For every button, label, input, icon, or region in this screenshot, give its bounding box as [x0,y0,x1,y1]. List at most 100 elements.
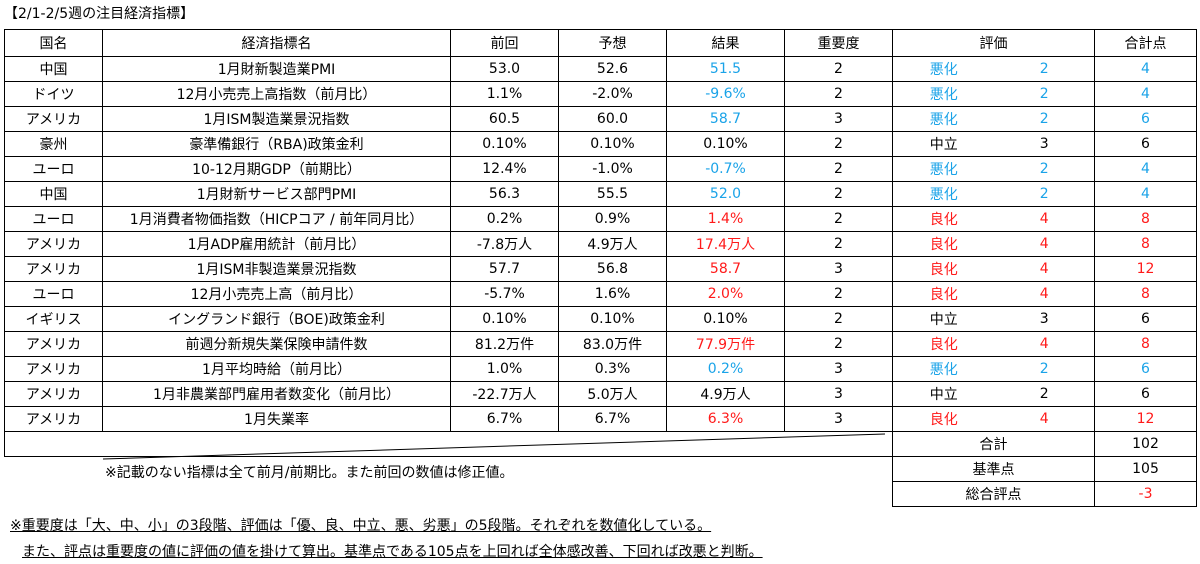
row-rating: 悪化 [892,106,995,132]
row-rating: 中立 [892,306,995,332]
row-importance: 3 [784,256,893,282]
row-score: 2 [994,381,1095,407]
row-total: 4 [1094,156,1197,182]
row-importance: 2 [784,331,893,357]
row-rating: 悪化 [892,356,995,382]
table-row: アメリカ 前週分新規失業保険申請件数 81.2万件 83.0万件 77.9万件 2 良化 4 8 [4,331,1197,357]
row-score: 2 [994,106,1095,132]
table-row: ユーロ 10-12月期GDP（前期比） 12.4% -1.0% -0.7% 2 悪化 2 4 [4,156,1197,182]
row-indicator: 12月小売売上高（前月比） [102,281,451,307]
row-forecast: 0.10% [558,131,667,157]
sum-label: 合計 [892,431,1095,457]
row-forecast: 5.0万人 [558,381,667,407]
row-forecast: 0.3% [558,356,667,382]
row-indicator: 1月ISM非製造業景況指数 [102,256,451,282]
row-total: 8 [1094,331,1197,357]
row-previous: -7.8万人 [450,231,559,257]
row-result: -9.6% [666,81,785,107]
table-row: 豪州 豪準備銀行（RBA)政策金利 0.10% 0.10% 0.10% 2 中立 3 6 [4,131,1197,157]
row-forecast: 0.9% [558,206,667,232]
row-forecast: 56.8 [558,256,667,282]
row-country: ユーロ [4,156,103,182]
row-indicator: 1月非農業部門雇用者数変化（前月比） [102,381,451,407]
row-result: 4.9万人 [666,381,785,407]
page-title: 【2/1-2/5週の注目経済指標】 [4,6,195,22]
row-forecast: 52.6 [558,56,667,82]
table-row: アメリカ 1月失業率 6.7% 6.7% 6.3% 3 良化 4 12 [4,406,1197,432]
row-result: 51.5 [666,56,785,82]
sum-value: 102 [1094,431,1197,457]
header-forecast: 予想 [558,29,667,57]
note-scale: ※重要度は「大、中、小」の3段階、評価は「優、良、中立、悪、劣悪」の5段階。それ… [10,518,712,534]
header-previous: 前回 [450,29,559,57]
row-score: 4 [994,206,1095,232]
row-total: 4 [1094,81,1197,107]
row-indicator: 1月財新サービス部門PMI [102,181,451,207]
row-score: 4 [994,231,1095,257]
row-total: 8 [1094,206,1197,232]
table-row: アメリカ 1月非農業部門雇用者数変化（前月比） -22.7万人 5.0万人 4.9万人 3… [4,381,1197,407]
row-indicator: 1月ADP雇用統計（前月比） [102,231,451,257]
row-rating: 悪化 [892,81,995,107]
row-country: ドイツ [4,81,103,107]
row-score: 4 [994,281,1095,307]
row-total: 6 [1094,356,1197,382]
row-total: 8 [1094,231,1197,257]
row-result: 77.9万件 [666,331,785,357]
row-country: アメリカ [4,256,103,282]
row-indicator: 豪準備銀行（RBA)政策金利 [102,131,451,157]
row-importance: 2 [784,306,893,332]
row-importance: 2 [784,156,893,182]
row-previous: 0.2% [450,206,559,232]
row-indicator: 1月失業率 [102,406,451,432]
table-row: ユーロ 12月小売売上高（前月比） -5.7% 1.6% 2.0% 2 良化 4 8 [4,281,1197,307]
row-indicator: 1月ISM製造業景況指数 [102,106,451,132]
row-country: ユーロ [4,206,103,232]
overall-label: 総合評点 [892,481,1095,507]
row-country: アメリカ [4,331,103,357]
row-country: ユーロ [4,281,103,307]
row-rating: 良化 [892,281,995,307]
row-total: 6 [1094,381,1197,407]
row-result: 0.10% [666,306,785,332]
table-row: アメリカ 1月ISM製造業景況指数 60.5 60.0 58.7 3 悪化 2 6 [4,106,1197,132]
row-importance: 2 [784,181,893,207]
row-importance: 2 [784,206,893,232]
row-country: イギリス [4,306,103,332]
row-total: 4 [1094,56,1197,82]
row-result: 0.10% [666,131,785,157]
row-indicator: 1月消費者物価指数（HICPコア / 前年同月比） [102,206,451,232]
row-previous: 0.10% [450,306,559,332]
row-forecast: 60.0 [558,106,667,132]
row-score: 4 [994,331,1095,357]
header-indicator: 経済指標名 [102,29,451,57]
row-rating: 良化 [892,231,995,257]
row-total: 6 [1094,106,1197,132]
header-rating: 評価 [892,29,1095,57]
row-importance: 2 [784,131,893,157]
table-row: アメリカ 1月ADP雇用統計（前月比） -7.8万人 4.9万人 17.4万人 2 良化 4 8 [4,231,1197,257]
row-rating: 悪化 [892,56,995,82]
row-rating: 悪化 [892,181,995,207]
row-score: 3 [994,306,1095,332]
row-previous: 56.3 [450,181,559,207]
overall-value: -3 [1094,481,1197,507]
row-result: 6.3% [666,406,785,432]
row-score: 3 [994,131,1095,157]
row-rating: 悪化 [892,156,995,182]
diagonal-line [102,433,886,460]
row-country: 豪州 [4,131,103,157]
header-country: 国名 [4,29,103,57]
row-result: 58.7 [666,106,785,132]
row-result: -0.7% [666,156,785,182]
row-result: 0.2% [666,356,785,382]
row-score: 2 [994,56,1095,82]
row-importance: 3 [784,406,893,432]
row-previous: -5.7% [450,281,559,307]
row-previous: 60.5 [450,106,559,132]
row-rating: 良化 [892,406,995,432]
table-row: アメリカ 1月ISM非製造業景況指数 57.7 56.8 58.7 3 良化 4 12 [4,256,1197,282]
row-rating: 良化 [892,206,995,232]
row-score: 2 [994,156,1095,182]
header-row: 国名 経済指標名 前回 予想 結果 重要度 評価 合計点 [4,29,1197,57]
